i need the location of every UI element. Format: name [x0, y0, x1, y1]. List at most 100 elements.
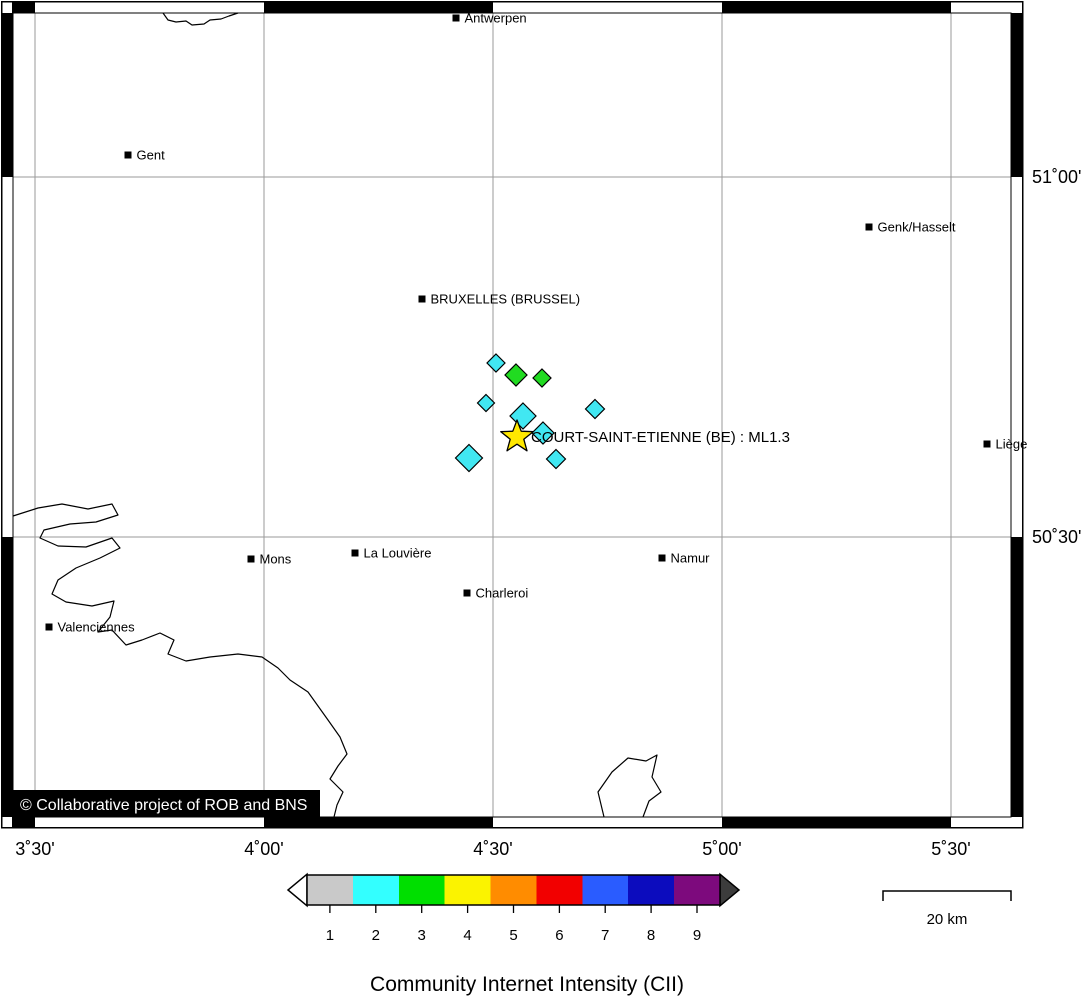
colorbar-tick-label: 9 [693, 927, 701, 944]
city-liege: Liège [983, 437, 1027, 452]
scale-bar-bracket [882, 890, 1012, 901]
frame-segment [12, 817, 35, 827]
scale-bar: 20 km [882, 890, 1012, 928]
intensity-observation-diamond [476, 393, 496, 413]
intensity-observation-diamond [509, 402, 537, 430]
city-marker-icon [452, 14, 460, 22]
city-marker-icon [418, 295, 426, 303]
city-valenciennes: Valenciennes [45, 620, 136, 635]
colorbar-right-arrow-icon [719, 872, 741, 908]
city-label: Antwerpen [465, 11, 527, 26]
cities: Antwerpen Gent Genk/Hasselt BRUXELLES (B… [45, 11, 1027, 635]
frame-outer-line [0, 0, 1024, 829]
y-axis-label: 50˚30' [1032, 527, 1081, 547]
frame-segment [1011, 13, 1022, 177]
x-axis-label: 5˚00' [702, 839, 741, 859]
intensity-observation-diamond [545, 448, 567, 470]
epicenter-label: COURT-SAINT-ETIENNE (BE) : ML1.3 [531, 429, 790, 446]
intensity-observations [454, 353, 606, 473]
city-label: Namur [671, 551, 711, 566]
city-marker-icon [658, 554, 666, 562]
x-axis-label: 3˚30' [15, 839, 54, 859]
colorbar-segment [674, 875, 720, 905]
city-marker-icon [351, 549, 359, 557]
frame-segment [264, 817, 493, 827]
city-label: Gent [137, 148, 166, 163]
city-label: Charleroi [476, 586, 529, 601]
city-marker-icon [983, 440, 991, 448]
city-label: Genk/Hasselt [878, 220, 956, 235]
city-label: Valenciennes [58, 620, 136, 635]
intensity-observation-diamond [584, 398, 606, 420]
copyright-box: © Collaborative project of ROB and BNS [12, 790, 320, 817]
city-label: La Louvière [364, 546, 432, 561]
city-marker-icon [463, 589, 471, 597]
colorbar-tick-label: 6 [555, 927, 563, 944]
colorbar-segment [490, 875, 537, 905]
city-gent: Gent [124, 148, 166, 163]
country-border-north [162, 12, 239, 26]
city-antwerpen: Antwerpen [452, 11, 527, 26]
copyright-notice: © Collaborative project of ROB and BNS [20, 797, 307, 814]
colorbar-segment [352, 875, 399, 905]
intensity-observation-diamond [486, 353, 506, 373]
epicenter-star-icon [500, 419, 534, 452]
x-axis-label: 4˚30' [473, 839, 512, 859]
frame-segment [2, 537, 13, 817]
frame-segment [722, 2, 951, 13]
frame-segment [1011, 537, 1022, 817]
city-bruxelles: BRUXELLES (BRUSSEL) [418, 292, 581, 307]
y-axis-label: 51˚00' [1032, 167, 1081, 187]
colorbar-ticks [329, 905, 698, 913]
city-genk-hasselt: Genk/Hasselt [865, 220, 956, 235]
colorbar-tick-label: 2 [372, 927, 380, 944]
intensity-observation-diamond [532, 368, 552, 388]
colorbar: 1 2 3 4 5 6 7 8 9 Community Internet Int… [286, 872, 741, 996]
colorbar-tick-labels: 1 2 3 4 5 6 7 8 9 [326, 927, 701, 944]
frame-segment [12, 2, 35, 13]
frame-segment [264, 2, 493, 13]
city-marker-icon [45, 623, 53, 631]
city-label: Mons [260, 552, 292, 567]
frame-inner-line [12, 12, 1012, 818]
colorbar-tick-label: 4 [463, 927, 471, 944]
colorbar-tick-label: 7 [601, 927, 609, 944]
city-label: BRUXELLES (BRUSSEL) [431, 292, 581, 307]
city-la-louviere: La Louvière [351, 546, 432, 561]
graticule [13, 13, 1011, 817]
x-axis-label: 4˚00' [244, 839, 283, 859]
colorbar-tick-label: 8 [647, 927, 655, 944]
map-frame [0, 0, 1024, 829]
frame-segment [722, 817, 951, 827]
country-border-france [12, 503, 348, 818]
map-title: Community Internet Intensity (CII) [370, 973, 684, 996]
colorbar-segment [398, 875, 445, 905]
intensity-observation-diamond [531, 421, 555, 445]
colorbar-left-arrow-icon [286, 872, 308, 908]
intensity-observation-diamond [454, 443, 484, 473]
colorbar-segment [536, 875, 583, 905]
scale-bar-label: 20 km [927, 911, 968, 928]
copyright-background [12, 790, 320, 817]
city-namur: Namur [658, 551, 711, 566]
colorbar-segment [582, 875, 629, 905]
colorbar-tick-label: 1 [326, 927, 334, 944]
country-borders [12, 12, 662, 818]
frame-segment [2, 13, 13, 177]
colorbar-tick-label: 5 [509, 927, 517, 944]
colorbar-segment [444, 875, 491, 905]
city-charleroi: Charleroi [463, 586, 529, 601]
x-axis-label: 5˚30' [931, 839, 970, 859]
colorbar-tick-label: 3 [418, 927, 426, 944]
colorbar-segment [628, 875, 675, 905]
axis-labels: 3˚30' 4˚00' 4˚30' 5˚00' 5˚30' 51˚00' 50˚… [15, 167, 1081, 859]
intensity-observation-diamond [504, 363, 528, 387]
city-marker-icon [247, 555, 255, 563]
colorbar-segment [307, 875, 353, 905]
city-marker-icon [124, 151, 132, 159]
country-border-southeast [597, 754, 662, 818]
city-mons: Mons [247, 552, 292, 567]
city-marker-icon [865, 223, 873, 231]
